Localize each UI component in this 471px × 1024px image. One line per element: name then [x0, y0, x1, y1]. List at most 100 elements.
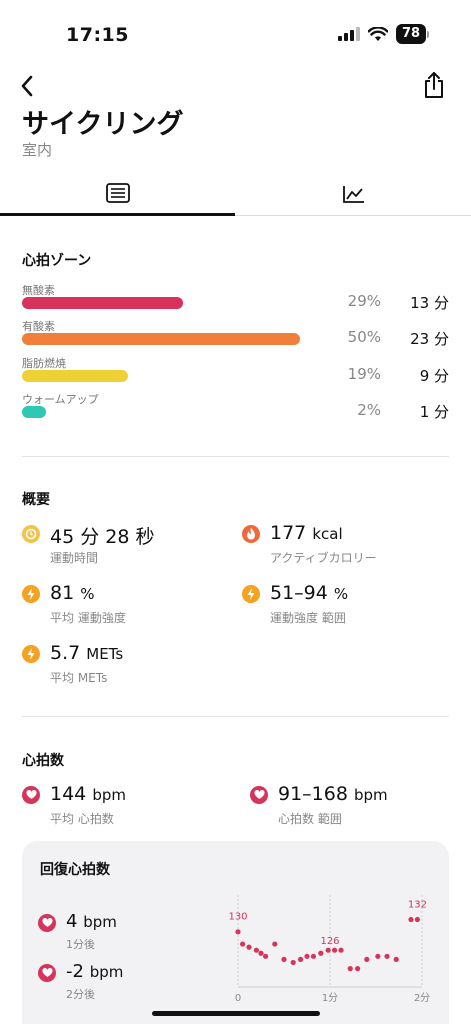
flame-icon [242, 525, 260, 543]
tab-details[interactable] [0, 172, 235, 216]
recovery-1min-value: 4 bpm [66, 911, 117, 932]
chart-point [235, 929, 241, 935]
calories-value: 177 kcal [270, 522, 343, 544]
tab-chart[interactable] [236, 172, 471, 216]
chart-point [318, 950, 324, 956]
list-icon [105, 182, 130, 203]
heart-rate-range-value: 91–168 bpm [278, 783, 388, 805]
status-bar: 17:15 78 [0, 0, 471, 60]
calories-label: アクティブカロリー [270, 551, 377, 565]
zone-minutes: 1 分 [419, 403, 449, 421]
chart-point [375, 953, 381, 959]
zone-minutes: 23 分 [410, 330, 449, 348]
zone-label: 有酸素 [22, 320, 55, 333]
avg-intensity-label: 平均 運動強度 [50, 611, 126, 625]
back-button[interactable] [12, 70, 42, 102]
heart-rate-section-title: 心拍数 [22, 753, 64, 769]
battery-indicator: 78 [396, 24, 426, 44]
chart-point [304, 953, 310, 959]
heart-icon [38, 964, 56, 982]
chart-point [393, 956, 399, 962]
avg-heart-rate-value: 144 bpm [50, 783, 126, 805]
calories-number: 177 [270, 522, 307, 544]
zone-percent: 19% [347, 365, 381, 383]
chart-point [246, 944, 252, 950]
mets-value: 5.7 METs [50, 642, 123, 664]
chart-point [408, 916, 414, 923]
recovery-2min-value: -2 bpm [66, 961, 123, 982]
zone-row: 有酸素 50% 23 分 [22, 318, 449, 354]
duration-label: 運動時間 [50, 551, 99, 565]
zone-bar [22, 406, 46, 418]
navigation-bar [0, 66, 471, 106]
chart-point [384, 953, 390, 959]
bolt-icon [22, 585, 40, 603]
heart-icon [38, 914, 56, 932]
zone-percent: 50% [347, 328, 381, 346]
zones-section-title: 心拍ゾーン [22, 253, 92, 269]
chart-point [253, 947, 259, 953]
home-indicator[interactable] [152, 1011, 320, 1016]
recovery-2min-number: -2 [66, 961, 84, 982]
recovery-heart-rate-card[interactable]: 回復心拍数 4 bpm 1分後 -2 bpm 2分後 0 1分 2分 130 126 13… [22, 841, 449, 1024]
chart-point [325, 947, 331, 953]
zone-bar [22, 370, 128, 382]
mets-unit: METs [86, 645, 124, 663]
recovery-1min-label: 1分後 [66, 938, 95, 951]
mets-label: 平均 METs [50, 671, 108, 685]
tab-bar [0, 172, 471, 216]
share-icon [425, 72, 443, 98]
divider [22, 456, 449, 457]
chevron-left-icon [21, 75, 33, 97]
chart-point [364, 956, 370, 962]
heart-icon [22, 786, 40, 804]
chart-point [414, 916, 420, 923]
overview-section-title: 概要 [22, 492, 50, 508]
chart-point [347, 966, 353, 972]
chart-tick-label: 0 [235, 993, 241, 1004]
zone-row: ウォームアップ 2% 1 分 [22, 391, 449, 427]
chart-point [338, 947, 344, 953]
avg-heart-rate-label: 平均 心拍数 [50, 812, 114, 826]
recovery-chart: 0 1分 2分 130 126 132 [228, 895, 430, 1004]
status-icons: 78 [338, 24, 429, 44]
zone-bar [22, 333, 300, 345]
chart-tick-label: 1分 [322, 992, 338, 1004]
share-button[interactable] [419, 68, 449, 102]
zone-label: ウォームアップ [22, 393, 99, 406]
page-title: サイクリング [22, 109, 184, 140]
chart-point [290, 959, 296, 966]
recovery-1min-number: 4 [66, 911, 78, 932]
zone-minutes: 13 分 [410, 294, 449, 312]
zone-bar [22, 297, 183, 309]
recovery-2min-unit: bpm [89, 963, 124, 981]
chart-point [297, 956, 304, 962]
chart-point [355, 966, 361, 972]
divider [22, 716, 449, 717]
intensity-range-unit: % [333, 585, 349, 603]
cellular-signal-icon [338, 27, 360, 41]
chart-point [263, 953, 269, 959]
chart-data-label: 132 [408, 899, 427, 910]
chart-point [332, 947, 338, 953]
zone-percent: 2% [357, 401, 381, 419]
page-subtitle: 室内 [22, 141, 53, 159]
heart-rate-range-label: 心拍数 範囲 [278, 812, 342, 826]
chart-data-label: 126 [320, 936, 339, 947]
wifi-icon [368, 26, 388, 41]
chart-point [281, 956, 287, 962]
duration-value: 45 分 28 秒 [50, 526, 155, 548]
status-time: 17:15 [66, 24, 129, 46]
zone-row: 脂肪燃焼 19% 9 分 [22, 355, 449, 391]
zone-row: 無酸素 29% 13 分 [22, 282, 449, 318]
chart-point [272, 941, 278, 947]
line-chart-icon [342, 186, 364, 203]
zone-percent: 29% [347, 292, 381, 310]
intensity-range-number: 51–94 [270, 582, 328, 604]
recovery-1min-unit: bpm [83, 913, 117, 931]
recovery-title: 回復心拍数 [40, 862, 110, 878]
intensity-range-label: 運動強度 範囲 [270, 611, 346, 625]
zone-label: 脂肪燃焼 [22, 357, 66, 370]
zone-label: 無酸素 [22, 284, 55, 297]
timer-icon [22, 525, 40, 543]
